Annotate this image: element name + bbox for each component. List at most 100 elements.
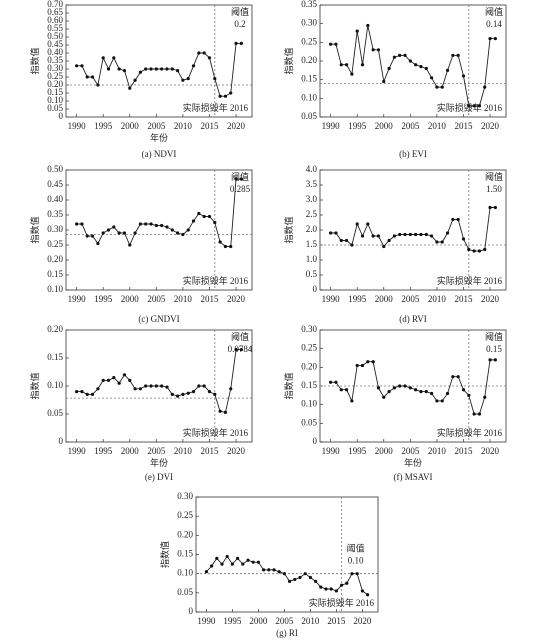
- point: [461, 388, 466, 392]
- y-tick-label: 0.45: [47, 179, 63, 189]
- point: [96, 387, 100, 391]
- point: [186, 228, 190, 232]
- x-tick-label: 2010: [428, 294, 447, 304]
- point: [488, 37, 492, 41]
- y-tick-label: 0.05: [177, 587, 193, 597]
- point: [138, 70, 142, 74]
- point: [324, 587, 328, 591]
- point: [488, 358, 492, 362]
- point: [355, 572, 359, 576]
- point: [112, 56, 116, 60]
- point: [229, 244, 233, 249]
- x-tick-label: 2000: [375, 294, 394, 304]
- y-tick-label: 0.45: [47, 39, 63, 49]
- x-tick-label: 1995: [94, 121, 113, 131]
- y-tick-label: 0.30: [47, 224, 63, 234]
- y-tick-label: 0.65: [47, 7, 63, 17]
- point: [202, 214, 206, 219]
- x-tick-label: 2020: [481, 294, 500, 304]
- point: [90, 234, 95, 238]
- series-line: [206, 555, 368, 596]
- y-tick-label: 0.35: [47, 209, 63, 219]
- x-tick-label: 1990: [68, 446, 87, 456]
- point: [355, 222, 359, 226]
- point: [440, 399, 444, 403]
- point: [472, 249, 476, 253]
- point: [197, 51, 201, 55]
- annotation: 实际损毁年 2016: [309, 597, 375, 608]
- y-tick-label: 3.5: [306, 179, 318, 189]
- point: [445, 231, 450, 235]
- point: [112, 376, 116, 380]
- x-tick-label: 2010: [174, 294, 193, 304]
- point: [133, 387, 137, 391]
- y-tick-label: 0.10: [47, 284, 63, 294]
- y-tick-label: 0.05: [47, 408, 63, 418]
- point: [350, 399, 354, 403]
- x-tick-label: 1990: [68, 121, 87, 131]
- y-tick-label: 2.0: [306, 224, 318, 234]
- point: [262, 568, 266, 572]
- y-tick-label: 0.20: [301, 55, 317, 65]
- point: [207, 56, 212, 60]
- point: [360, 589, 364, 593]
- point: [234, 177, 238, 181]
- point: [329, 380, 333, 384]
- point: [467, 247, 471, 252]
- point: [154, 384, 158, 388]
- point: [220, 562, 224, 566]
- point: [382, 244, 386, 249]
- point: [106, 228, 111, 232]
- series-line: [330, 25, 496, 107]
- point: [350, 572, 354, 576]
- y-tick-label: 0.15: [177, 549, 193, 559]
- point: [467, 393, 471, 397]
- point: [239, 348, 243, 352]
- y-tick-label: 0.15: [301, 380, 317, 390]
- y-tick-label: 1.0: [306, 254, 318, 264]
- point: [430, 391, 434, 396]
- point: [176, 394, 180, 398]
- y-tick-label: 0.30: [301, 324, 317, 334]
- point: [170, 392, 174, 396]
- plot-frame: [65, 169, 253, 291]
- point: [472, 412, 476, 416]
- point: [170, 228, 174, 232]
- point: [430, 76, 434, 80]
- point: [344, 388, 349, 392]
- caption: (e) DVI: [145, 472, 173, 482]
- plot-frame: [319, 4, 507, 118]
- point: [376, 234, 381, 238]
- x-tick-label: 2000: [121, 446, 140, 456]
- x-tick-label: 2005: [275, 616, 294, 626]
- point: [236, 556, 240, 560]
- y-axis-label: 指数值: [283, 47, 294, 74]
- point: [85, 234, 89, 238]
- point: [101, 378, 105, 382]
- point: [456, 53, 460, 58]
- y-tick-label: 0.40: [47, 47, 63, 57]
- x-tick-label: 1995: [348, 446, 367, 456]
- point: [234, 41, 238, 46]
- caption: (g) RI: [276, 628, 298, 638]
- y-tick-label: 0.15: [47, 352, 63, 362]
- point: [181, 392, 185, 396]
- x-tick-label: 1990: [322, 446, 341, 456]
- y-tick-label: 0.05: [301, 417, 317, 427]
- point: [293, 577, 297, 582]
- point: [106, 378, 111, 382]
- x-tick-label: 2020: [227, 294, 246, 304]
- threshold-title: 阈值: [485, 171, 503, 182]
- x-tick-label: 2000: [375, 446, 394, 456]
- point: [424, 66, 428, 71]
- point: [398, 232, 402, 237]
- point: [371, 360, 375, 364]
- annotation: 实际损毁年 2016: [183, 102, 249, 113]
- point: [329, 42, 333, 46]
- point: [75, 222, 79, 226]
- annotation: 实际损毁年 2016: [437, 275, 503, 286]
- y-tick-label: 0.70: [47, 0, 63, 9]
- point: [340, 583, 344, 587]
- y-tick-label: 0: [59, 111, 64, 121]
- y-tick-label: 0.15: [301, 74, 317, 84]
